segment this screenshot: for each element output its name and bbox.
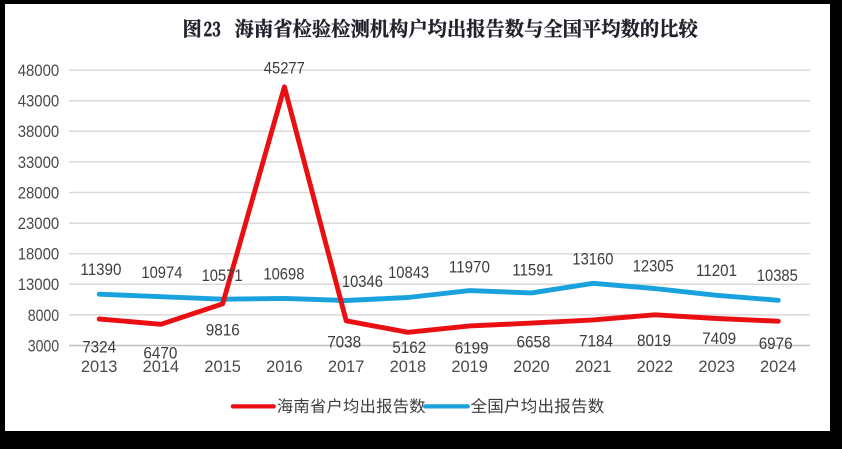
svg-text:48000: 48000	[18, 62, 60, 80]
svg-text:11970: 11970	[449, 259, 490, 277]
svg-text:8000: 8000	[28, 307, 60, 325]
svg-text:2016: 2016	[266, 358, 303, 376]
svg-text:2015: 2015	[204, 358, 241, 376]
svg-text:2023: 2023	[698, 358, 735, 376]
svg-text:5162: 5162	[392, 339, 426, 357]
svg-text:7324: 7324	[82, 339, 116, 357]
svg-text:2021: 2021	[575, 358, 612, 376]
svg-text:10698: 10698	[263, 265, 304, 283]
svg-text:11390: 11390	[80, 261, 121, 279]
svg-text:38000: 38000	[18, 123, 60, 141]
svg-text:10974: 10974	[141, 264, 182, 282]
svg-text:2018: 2018	[390, 358, 427, 376]
svg-text:45277: 45277	[264, 59, 305, 77]
svg-text:6658: 6658	[517, 333, 551, 351]
svg-text:7409: 7409	[702, 330, 736, 348]
svg-text:2013: 2013	[81, 358, 118, 376]
svg-text:10843: 10843	[388, 264, 429, 282]
svg-text:2024: 2024	[760, 358, 797, 376]
svg-text:11201: 11201	[696, 262, 737, 280]
svg-text:8019: 8019	[637, 332, 671, 350]
svg-text:13000: 13000	[18, 276, 60, 294]
svg-text:10346: 10346	[342, 273, 383, 291]
svg-text:13160: 13160	[572, 250, 613, 268]
svg-text:12305: 12305	[633, 258, 674, 276]
svg-text:10571: 10571	[202, 267, 243, 285]
svg-text:2017: 2017	[328, 358, 365, 376]
svg-text:2019: 2019	[451, 358, 488, 376]
svg-text:23000: 23000	[18, 215, 60, 233]
svg-text:7038: 7038	[327, 333, 361, 351]
svg-text:6976: 6976	[759, 335, 793, 353]
svg-text:9816: 9816	[206, 322, 240, 340]
svg-text:6199: 6199	[455, 340, 489, 358]
svg-text:28000: 28000	[18, 184, 60, 202]
svg-text:2022: 2022	[637, 358, 674, 376]
svg-text:43000: 43000	[18, 93, 60, 111]
svg-text:7184: 7184	[579, 333, 613, 351]
svg-text:18000: 18000	[18, 246, 60, 264]
svg-text:2014: 2014	[143, 358, 180, 376]
svg-text:11591: 11591	[512, 261, 553, 279]
svg-text:33000: 33000	[18, 154, 60, 172]
svg-text:3000: 3000	[28, 337, 60, 355]
svg-text:10385: 10385	[757, 267, 798, 285]
svg-text:6470: 6470	[143, 345, 177, 363]
svg-text:2020: 2020	[513, 358, 550, 376]
